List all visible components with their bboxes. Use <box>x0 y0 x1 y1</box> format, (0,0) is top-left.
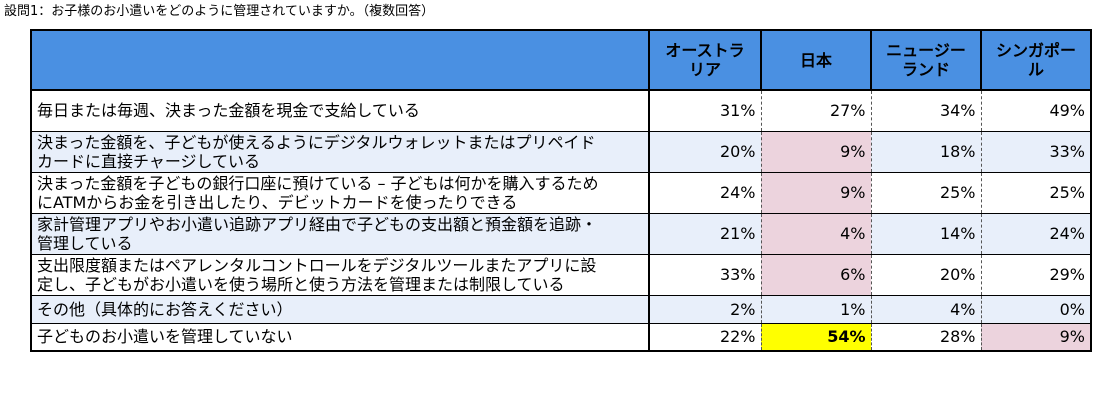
value-australia: 21% <box>649 212 762 255</box>
value-singapore: 0% <box>981 294 1092 324</box>
header-singapore-line1: シンガポー <box>995 41 1076 60</box>
value-singapore: 29% <box>981 253 1092 296</box>
value-australia: 22% <box>649 322 762 352</box>
value-australia: 31% <box>649 89 762 132</box>
value-singapore: 49% <box>981 89 1092 132</box>
row-label-line1: 子どものお小遣いを管理していない <box>37 327 293 347</box>
value-japan: 9% <box>761 171 872 214</box>
value-australia: 24% <box>649 171 762 214</box>
value-australia: 33% <box>649 253 762 296</box>
value-japan: 27% <box>761 89 872 132</box>
value-new-zealand: 28% <box>871 322 982 352</box>
header-new-zealand-line2: ランド <box>901 60 950 79</box>
row-label-line1: 決まった金額を子どもの銀行口座に預けている – 子どもは何かを購入するため <box>37 173 599 193</box>
value-japan: 54% <box>761 322 872 352</box>
value-new-zealand: 18% <box>871 130 982 173</box>
header-singapore-line2: ル <box>1027 60 1044 79</box>
value-japan: 9% <box>761 130 872 173</box>
value-new-zealand: 34% <box>871 89 982 132</box>
row-label-line2: カードに直接チャージしている <box>37 151 261 171</box>
row-label-line2: 管理している <box>37 233 133 253</box>
value-singapore: 33% <box>981 130 1092 173</box>
header-australia-line2: リア <box>688 60 721 79</box>
row-label: その他（具体的にお答えください） <box>30 294 650 324</box>
value-australia: 20% <box>649 130 762 173</box>
table-row: その他（具体的にお答えください） 2% 1% 4% 0% <box>30 294 1092 324</box>
row-label: 子どものお小遣いを管理していない <box>30 322 650 352</box>
row-label-line1: 毎日または毎週、決まった金額を現金で支給している <box>37 101 420 121</box>
row-label: 決まった金額を子どもの銀行口座に預けている – 子どもは何かを購入するため にAT… <box>30 171 650 214</box>
row-label-line1: 家計管理アプリやお小遣い追跡アプリ経由で子どもの支出額と預金額を追跡・ <box>37 214 598 234</box>
table-row: 支出限度額またはペアレンタルコントロールをデジタルツールまたアプリに設 定し、子ど… <box>30 253 1092 296</box>
table-row: 決まった金額を子どもの銀行口座に預けている – 子どもは何かを購入するため にAT… <box>30 171 1092 214</box>
row-label-line1: その他（具体的にお答えください） <box>37 299 293 319</box>
value-new-zealand: 14% <box>871 212 982 255</box>
header-australia-line1: オーストラ <box>665 41 745 60</box>
row-label: 毎日または毎週、決まった金額を現金で支給している <box>30 89 650 132</box>
survey-question-title: 設問1：お子様のお小遣いをどのように管理されていますか。（複数回答） <box>4 4 435 19</box>
value-singapore: 9% <box>981 322 1092 352</box>
table-row: 決まった金額を、子どもが使えるようにデジタルウォレットまたはプリペイド カードに直… <box>30 130 1092 173</box>
value-singapore: 24% <box>981 212 1092 255</box>
value-new-zealand: 25% <box>871 171 982 214</box>
header-singapore: シンガポール <box>980 29 1092 91</box>
table-row: 毎日または毎週、決まった金額を現金で支給している 31% 27% 34% 49% <box>30 89 1092 132</box>
value-australia: 2% <box>649 294 762 324</box>
table-row: 子どものお小遣いを管理していない 22% 54% 28% 9% <box>30 322 1092 352</box>
row-label: 支出限度額またはペアレンタルコントロールをデジタルツールまたアプリに設 定し、子ど… <box>30 253 650 296</box>
value-singapore: 25% <box>981 171 1092 214</box>
row-label-line1: 支出限度額またはペアレンタルコントロールをデジタルツールまたアプリに設 <box>37 255 597 275</box>
row-label-line1: 決まった金額を、子どもが使えるようにデジタルウォレットまたはプリペイド <box>37 132 596 152</box>
header-japan-line1: 日本 <box>799 50 832 70</box>
header-australia: オーストラ リア <box>648 29 762 91</box>
header-blank-cell <box>30 29 650 91</box>
row-label: 決まった金額を、子どもが使えるようにデジタルウォレットまたはプリペイド カードに直… <box>30 130 650 173</box>
value-new-zealand: 20% <box>871 253 982 296</box>
value-japan: 1% <box>761 294 872 324</box>
header-new-zealand: ニュージー ランド <box>870 29 982 91</box>
table-row: 家計管理アプリやお小遣い追跡アプリ経由で子どもの支出額と預金額を追跡・ 管理してい… <box>30 212 1092 255</box>
value-new-zealand: 4% <box>871 294 982 324</box>
header-new-zealand-line1: ニュージー <box>886 41 966 60</box>
header-row: オーストラ リア 日本 ニュージー ランド シンガポール <box>30 29 1092 91</box>
row-label: 家計管理アプリやお小遣い追跡アプリ経由で子どもの支出額と預金額を追跡・ 管理してい… <box>30 212 650 255</box>
header-japan: 日本 <box>760 29 872 91</box>
value-japan: 6% <box>761 253 872 296</box>
survey-results-table: オーストラ リア 日本 ニュージー ランド シンガポール 毎日または毎週、決まった金… <box>30 29 1092 352</box>
row-label-line2: にATMからお金を引き出したり、デビットカードを使ったりできる <box>37 192 518 212</box>
value-japan: 4% <box>761 212 872 255</box>
row-label-line2: 定し、子どもがお小遣いを使う場所と使う方法を管理または制限している <box>37 274 565 294</box>
